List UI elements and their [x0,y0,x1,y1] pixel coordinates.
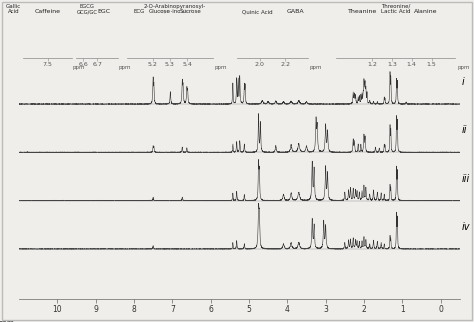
Text: iii: iii [462,174,470,184]
Text: i: i [462,77,465,87]
Text: iv: iv [462,222,471,232]
Text: ii: ii [462,125,467,136]
Text: ppm: ppm [0,319,15,322]
